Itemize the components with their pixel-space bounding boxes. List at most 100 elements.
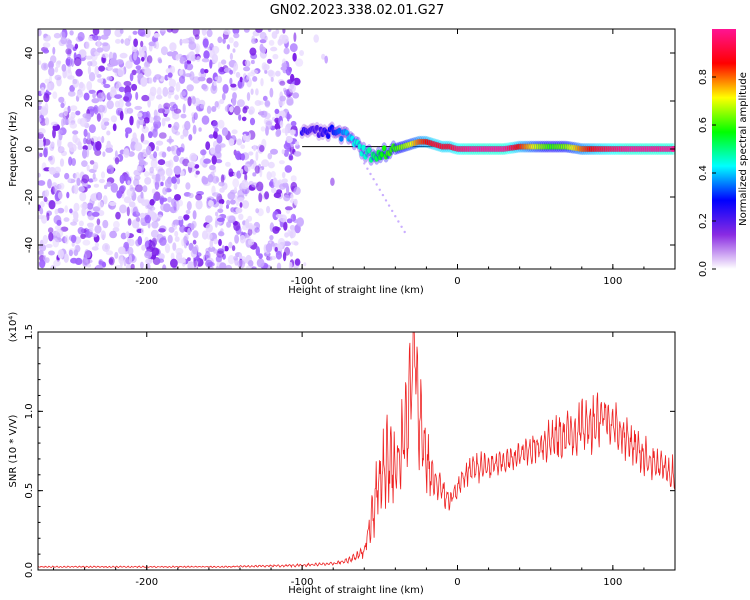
y-tick-label: 0.5 (24, 483, 35, 499)
spectrogram-xlabel: Height of straight line (km) (288, 285, 424, 296)
noise-cell (255, 151, 259, 161)
noise-cell (183, 214, 190, 221)
snr-marks (38, 332, 675, 569)
noise-cell (259, 167, 263, 178)
noise-cell (38, 180, 46, 186)
noise-cell (236, 99, 245, 107)
noise-cell (125, 60, 133, 69)
noise-cell (86, 113, 92, 120)
noise-cell (103, 29, 111, 37)
noise-cell (125, 101, 132, 107)
noise-cell (38, 172, 41, 178)
noise-cell (140, 40, 144, 48)
noise-cell (294, 258, 301, 266)
noise-cell (102, 42, 111, 52)
noise-cell (105, 147, 114, 153)
noise-cell (229, 199, 236, 205)
noise-cell (158, 228, 166, 233)
noise-cell (263, 63, 270, 71)
noise-cell (126, 107, 134, 114)
noise-cell (226, 44, 230, 50)
noise-cell (254, 227, 260, 233)
noise-cell (236, 138, 243, 146)
noise-cell (271, 187, 277, 194)
trace-point (387, 204, 391, 207)
noise-cell (149, 86, 157, 97)
noise-cell (66, 44, 74, 49)
noise-cell (173, 121, 180, 131)
noise-cell (277, 237, 286, 248)
noise-cell (127, 180, 131, 186)
noise-cell (40, 105, 47, 115)
noise-cell (173, 165, 182, 175)
noise-cell (174, 194, 181, 201)
noise-cell (164, 243, 171, 254)
noise-cell (281, 34, 289, 44)
track-cell (329, 124, 335, 131)
noise-cell (85, 138, 93, 145)
x-tick-label: 100 (603, 276, 622, 287)
noise-cell (142, 185, 148, 193)
noise-cell (135, 184, 143, 193)
noise-cell (216, 134, 223, 144)
noise-cell (231, 129, 238, 135)
noise-cell (212, 192, 220, 197)
noise-cell (284, 165, 292, 173)
noise-cell (170, 252, 175, 261)
noise-cell (231, 96, 237, 107)
noise-cell (255, 88, 259, 96)
noise-cell (196, 252, 202, 257)
noise-cell (87, 61, 93, 67)
noise-cell (268, 70, 276, 79)
noise-cell (221, 127, 229, 136)
noise-cell (123, 196, 132, 204)
noise-cell (211, 53, 218, 64)
noise-cell (42, 137, 46, 147)
noise-cell (134, 142, 143, 152)
snr-multiplier: (x10⁴) (8, 312, 19, 343)
noise-cell (50, 141, 55, 148)
noise-cell (147, 98, 151, 108)
noise-cell (79, 192, 87, 202)
noise-cell (165, 160, 172, 168)
noise-cell (170, 258, 178, 268)
noise-cell (234, 234, 240, 244)
noise-cell (210, 147, 216, 155)
noise-cell (288, 83, 297, 93)
noise-cell (241, 116, 247, 122)
noise-cell (281, 149, 285, 155)
noise-cell (60, 226, 69, 232)
noise-cell (138, 46, 142, 57)
noise-cell (70, 221, 78, 226)
noise-cell (112, 123, 117, 132)
noise-cell (210, 84, 218, 95)
noise-cell (219, 262, 227, 269)
trace-point (400, 225, 403, 228)
noise-cell (247, 222, 254, 230)
noise-cell (38, 100, 42, 105)
noise-cell (279, 183, 287, 190)
noise-cell (164, 117, 171, 122)
noise-cell (290, 120, 297, 127)
noise-cell (167, 72, 173, 78)
noise-cell (95, 141, 102, 151)
noise-cell (133, 52, 138, 61)
noise-cell (48, 167, 55, 172)
noise-cell (73, 184, 79, 195)
noise-cell (151, 188, 156, 194)
noise-cell (82, 257, 89, 268)
noise-cell (54, 200, 62, 205)
noise-cell (215, 159, 223, 164)
noise-cell (209, 59, 213, 69)
noise-cell (209, 164, 216, 171)
noise-cell (78, 220, 84, 227)
noise-cell (168, 78, 176, 88)
noise-cell (159, 29, 167, 32)
noise-cell (156, 94, 163, 100)
noise-cell (70, 111, 76, 119)
snr-frame (37, 331, 676, 571)
colorbar: 0.0 0.2 0.4 0.6 0.8 Normalized spectral ampl… (698, 29, 749, 277)
noise-cell (271, 241, 275, 247)
noise-cell (82, 149, 88, 159)
